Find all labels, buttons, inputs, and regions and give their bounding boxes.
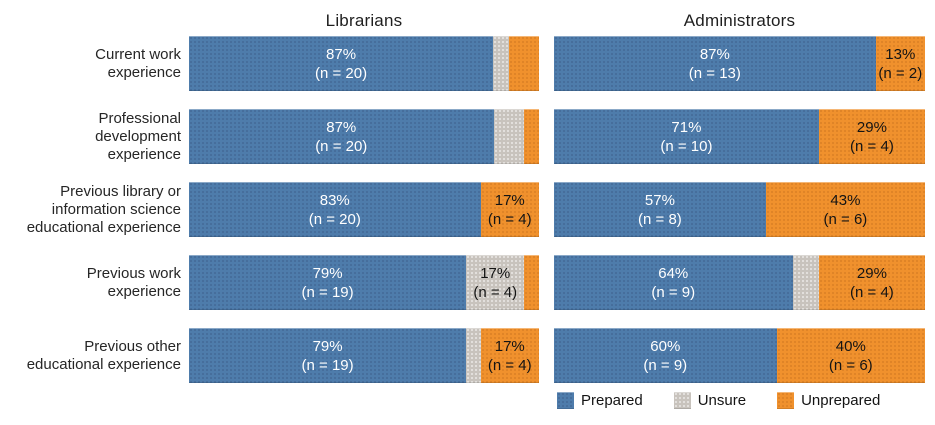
legend-swatch-unprepared [777, 392, 795, 409]
segment-unprepared: 40% (n = 6) [776, 328, 925, 383]
legend-row: Prepared Unsure Unprepared [4, 392, 935, 409]
segment-prepared: 87% (n = 20) [189, 109, 494, 164]
segment-unprepared [524, 255, 539, 310]
legend-swatch-prepared [557, 392, 574, 409]
segment-value-label: 79% (n = 19) [301, 337, 354, 374]
segment-prepared: 87% (n = 20) [189, 36, 494, 91]
category-label: Previous library or information science … [26, 182, 181, 236]
chart-row: Current work experience 87% (n = 20) 87% (… [4, 36, 935, 91]
chart-rows: Current work experience 87% (n = 20) 87% (… [4, 36, 935, 383]
legend-item-unsure: Unsure [673, 392, 747, 409]
segment-prepared: 79% (n = 19) [189, 255, 467, 310]
bar-administrators: 57% (n = 8) 43% (n = 6) [554, 182, 925, 237]
segment-unprepared: 29% (n = 4) [818, 109, 925, 164]
bar-administrators: 71% (n = 10) 29% (n = 4) [554, 109, 925, 164]
chart-row: Previous library or information science … [4, 182, 935, 237]
segment-prepared: 79% (n = 19) [189, 328, 467, 383]
segment-value-label: 17% (n = 4) [487, 337, 532, 374]
category-label: Previous other educational experience [26, 337, 181, 373]
segment-prepared: 64% (n = 9) [554, 255, 793, 310]
chart-row: Previous work experience 79% (n = 19) 17% … [4, 255, 935, 310]
bar-gap [539, 109, 554, 164]
category-label: Previous work experience [86, 264, 181, 300]
segment-unsure [493, 36, 509, 91]
bar-gap [539, 182, 554, 237]
segment-unsure [466, 328, 481, 383]
segment-prepared: 87% (n = 13) [554, 36, 876, 91]
segment-unprepared: 17% (n = 4) [480, 328, 539, 383]
legend-item-unprepared: Unprepared [777, 392, 880, 409]
bar-librarians: 79% (n = 19) 17% (n = 4) [189, 328, 539, 383]
segment-value-label: 87% (n = 20) [315, 45, 368, 82]
segment-value-label: 57% (n = 8) [638, 191, 682, 228]
preparedness-stacked-bar-chart: Librarians Administrators Current work e… [0, 6, 935, 409]
segment-value-label: 13% (n = 2) [878, 45, 923, 82]
segment-value-label: 40% (n = 6) [828, 337, 873, 374]
legend-label-prepared: Prepared [581, 392, 643, 409]
segment-value-label: 29% (n = 4) [850, 264, 894, 301]
column-title-administrators: Administrators [683, 11, 796, 30]
column-headers: Librarians Administrators [4, 6, 935, 36]
segment-value-label: 60% (n = 9) [643, 337, 688, 374]
bar-librarians: 87% (n = 20) [189, 109, 539, 164]
segment-value-label: 17% (n = 4) [473, 264, 518, 301]
legend-swatch-unsure [673, 392, 691, 409]
segment-value-label: 83% (n = 20) [308, 191, 361, 228]
segment-unprepared: 13% (n = 2) [875, 36, 925, 91]
segment-value-label: 64% (n = 9) [651, 264, 696, 301]
bar-gap [539, 255, 554, 310]
segment-unsure [792, 255, 819, 310]
legend-item-prepared: Prepared [557, 392, 643, 409]
bar-librarians: 79% (n = 19) 17% (n = 4) [189, 255, 539, 310]
chart-row: Professional development experience 87% (… [4, 109, 935, 164]
bar-librarians: 83% (n = 20) 17% (n = 4) [189, 182, 539, 237]
segment-value-label: 29% (n = 4) [850, 118, 894, 155]
segment-value-label: 71% (n = 10) [660, 118, 713, 155]
bar-administrators: 87% (n = 13) 13% (n = 2) [554, 36, 925, 91]
segment-value-label: 87% (n = 20) [315, 118, 368, 155]
segment-prepared: 60% (n = 9) [554, 328, 777, 383]
segment-unprepared: 29% (n = 4) [818, 255, 925, 310]
column-title-librarians: Librarians [325, 11, 403, 30]
segment-unprepared [508, 36, 539, 91]
segment-unprepared [523, 109, 539, 164]
bar-gap [539, 328, 554, 383]
bar-gap [539, 36, 554, 91]
category-label: Current work experience [95, 45, 181, 81]
segment-prepared: 71% (n = 10) [554, 109, 819, 164]
segment-unsure: 17% (n = 4) [466, 255, 525, 310]
segment-unprepared: 43% (n = 6) [765, 182, 925, 237]
legend-label-unsure: Unsure [697, 392, 747, 409]
segment-unsure [493, 109, 524, 164]
legend: Prepared Unsure Unprepared [554, 392, 925, 409]
segment-value-label: 17% (n = 4) [487, 191, 532, 228]
bar-administrators: 60% (n = 9) 40% (n = 6) [554, 328, 925, 383]
bar-administrators: 64% (n = 9) 29% (n = 4) [554, 255, 925, 310]
bar-librarians: 87% (n = 20) [189, 36, 539, 91]
segment-value-label: 87% (n = 13) [688, 45, 741, 82]
segment-prepared: 57% (n = 8) [554, 182, 766, 237]
segment-unprepared: 17% (n = 4) [480, 182, 539, 237]
chart-row: Previous other educational experience 79%… [4, 328, 935, 383]
segment-value-label: 43% (n = 6) [823, 191, 868, 228]
segment-value-label: 79% (n = 19) [301, 264, 354, 301]
segment-prepared: 83% (n = 20) [189, 182, 481, 237]
category-label: Professional development experience [95, 109, 181, 163]
legend-label-unprepared: Unprepared [801, 392, 881, 409]
